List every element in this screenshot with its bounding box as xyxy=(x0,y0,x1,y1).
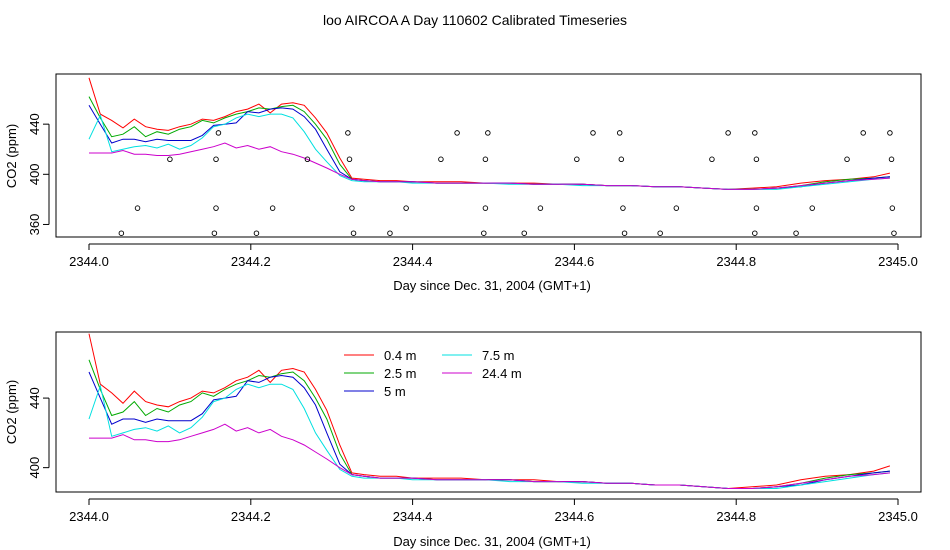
x-axis-top: 2344.0 2344.2 2344.4 2344.6 2344.8 2345.0 xyxy=(69,243,918,269)
marker-point xyxy=(350,230,357,236)
marker-point xyxy=(809,205,815,211)
y-tick-label: 440 xyxy=(27,113,42,135)
series-line xyxy=(88,371,890,489)
marker-point xyxy=(844,156,850,163)
legend: 0.4 m 2.5 m 5 m 7.5 m 24.4 m xyxy=(344,348,522,399)
y-tick-label: 400 xyxy=(27,163,42,185)
y-axis-label-bottom: CO2 (ppm) xyxy=(4,380,19,444)
marker-point xyxy=(346,156,353,163)
marker-point xyxy=(215,130,222,136)
marker-point xyxy=(349,205,355,211)
marker-point xyxy=(887,130,893,136)
marker-point xyxy=(709,156,715,163)
series-group-bottom xyxy=(88,333,891,490)
x-tick-label: 2344.2 xyxy=(231,254,271,269)
marker-point xyxy=(485,130,491,136)
marker-point xyxy=(793,230,799,236)
marker-point xyxy=(304,156,311,163)
marker-point xyxy=(752,230,758,236)
marker-point xyxy=(403,205,409,211)
legend-label: 24.4 m xyxy=(482,366,522,381)
marker-point xyxy=(213,205,219,211)
y-tick-label: 360 xyxy=(27,214,42,236)
x-axis-label-top: Day since Dec. 31, 2004 (GMT+1) xyxy=(393,278,591,293)
x-tick-label: 2344.0 xyxy=(69,254,109,269)
x-axis-bottom: 2344.0 2344.2 2344.4 2344.6 2344.8 2345.0 xyxy=(69,498,918,524)
panel-top: 360 400 440 2344.0 2344.2 2344.4 2344.6 2344.8… xyxy=(4,73,922,293)
marker-point xyxy=(725,130,731,136)
marker-point xyxy=(213,156,219,163)
marker-point xyxy=(753,205,760,211)
series-group-top xyxy=(88,77,891,190)
marker-point xyxy=(211,230,218,236)
marker-point xyxy=(537,205,544,211)
series-line xyxy=(88,77,891,190)
series-line xyxy=(89,423,890,489)
x-axis-label-bottom: Day since Dec. 31, 2004 (GMT+1) xyxy=(393,534,591,549)
marker-point xyxy=(616,130,623,136)
plot-frame-bottom xyxy=(55,331,922,493)
marker-point xyxy=(438,156,444,163)
marker-point xyxy=(860,130,866,136)
marker-point xyxy=(657,230,663,236)
figure-title: loo AIRCOA A Day 110602 Calibrated Times… xyxy=(323,12,627,28)
marker-point xyxy=(620,205,626,211)
marker-point xyxy=(269,205,276,211)
marker-point xyxy=(345,130,351,136)
marker-point xyxy=(621,230,628,236)
legend-label: 5 m xyxy=(384,384,406,399)
marker-point xyxy=(888,156,895,163)
x-tick-label: 2344.4 xyxy=(393,509,433,524)
y-axis-label-top: CO2 (ppm) xyxy=(4,124,19,188)
x-tick-label: 2344.2 xyxy=(231,509,271,524)
x-tick-label: 2344.0 xyxy=(69,509,109,524)
marker-point xyxy=(889,205,896,211)
y-tick-label: 400 xyxy=(27,457,42,479)
marker-point xyxy=(481,230,487,236)
legend-label: 0.4 m xyxy=(384,348,417,363)
marker-point xyxy=(482,156,489,163)
x-tick-label: 2344.6 xyxy=(555,509,595,524)
marker-point xyxy=(454,130,460,136)
y-tick-label: 440 xyxy=(27,387,42,409)
marker-point xyxy=(590,130,596,136)
marker-point xyxy=(618,156,625,163)
x-tick-label: 2344.4 xyxy=(393,254,433,269)
marker-point xyxy=(482,205,489,211)
marker-point xyxy=(673,205,680,211)
marker-point xyxy=(253,230,260,236)
legend-label: 2.5 m xyxy=(384,366,417,381)
marker-point xyxy=(134,205,141,211)
x-tick-label: 2345.0 xyxy=(878,509,918,524)
marker-point xyxy=(521,230,527,236)
legend-label: 7.5 m xyxy=(482,348,515,363)
marker-group-top xyxy=(118,130,897,236)
series-line xyxy=(88,113,890,190)
y-axis-top: 360 400 440 xyxy=(27,113,50,236)
y-axis-bottom: 400 440 xyxy=(27,387,50,479)
series-line xyxy=(88,96,890,190)
marker-point xyxy=(118,230,125,236)
x-tick-label: 2344.8 xyxy=(716,509,756,524)
series-line xyxy=(89,142,890,190)
plot-frame-top xyxy=(55,73,922,238)
marker-point xyxy=(387,230,393,236)
marker-point xyxy=(574,156,580,163)
marker-point xyxy=(167,156,173,163)
x-tick-label: 2344.6 xyxy=(555,254,595,269)
x-tick-label: 2345.0 xyxy=(878,254,918,269)
marker-point xyxy=(753,156,760,163)
marker-point xyxy=(752,130,758,136)
series-line xyxy=(88,383,890,489)
marker-point xyxy=(891,230,897,236)
x-tick-label: 2344.8 xyxy=(716,254,756,269)
